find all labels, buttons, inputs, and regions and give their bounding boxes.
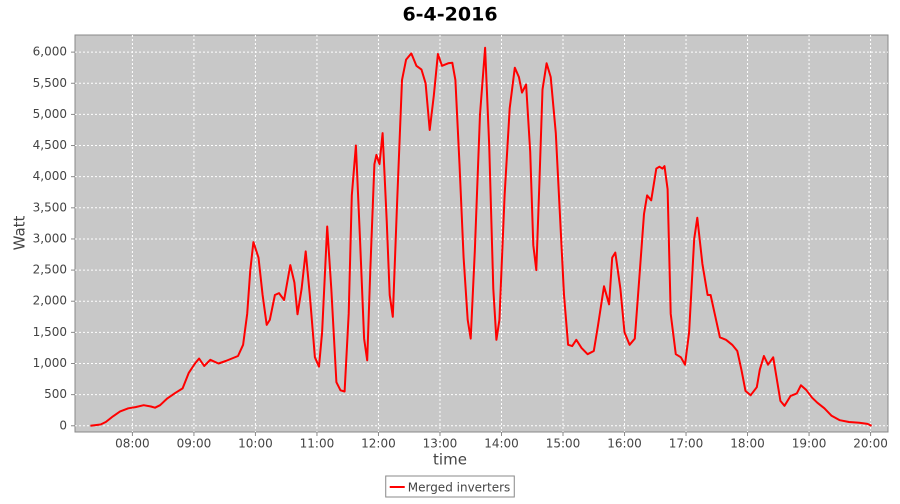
y-tick-label: 2,500 — [33, 263, 67, 277]
x-tick-label: 13:00 — [423, 437, 458, 451]
x-axis-title: time — [433, 451, 467, 469]
x-tick-label: 19:00 — [792, 437, 827, 451]
x-tick-label: 09:00 — [177, 437, 212, 451]
x-tick-label: 17:00 — [669, 437, 704, 451]
chart-title: 6-4-2016 — [402, 4, 497, 26]
y-axis-title: Watt — [11, 215, 29, 250]
y-tick-label: 3,000 — [33, 231, 67, 245]
y-tick-label: 6,000 — [33, 45, 67, 59]
y-tick-label: 3,500 — [33, 200, 67, 214]
x-tick-label: 10:00 — [238, 437, 273, 451]
legend: Merged inverters — [385, 475, 515, 498]
x-tick-label: 20:00 — [853, 437, 888, 451]
y-tick-label: 1,000 — [33, 356, 67, 370]
legend-box — [385, 475, 515, 498]
y-tick-label: 5,000 — [33, 107, 67, 121]
x-tick-label: 12:00 — [361, 437, 396, 451]
y-tick-label: 5,500 — [33, 76, 67, 90]
x-tick-label: 15:00 — [546, 437, 581, 451]
legend-label: Merged inverters — [408, 481, 511, 495]
x-tick-label: 16:00 — [607, 437, 642, 451]
x-tick-label: 08:00 — [115, 437, 150, 451]
y-tick-label: 4,000 — [33, 169, 67, 183]
x-tick-label: 11:00 — [300, 437, 335, 451]
y-tick-label: 4,500 — [33, 138, 67, 152]
x-tick-label: 18:00 — [730, 437, 765, 451]
y-tick-label: 0 — [59, 418, 67, 432]
y-tick-label: 2,000 — [33, 294, 67, 308]
data-line — [90, 46, 873, 427]
x-tick-label: 14:00 — [484, 437, 519, 451]
y-tick-label: 1,500 — [33, 325, 67, 339]
y-tick-label: 500 — [44, 387, 67, 401]
